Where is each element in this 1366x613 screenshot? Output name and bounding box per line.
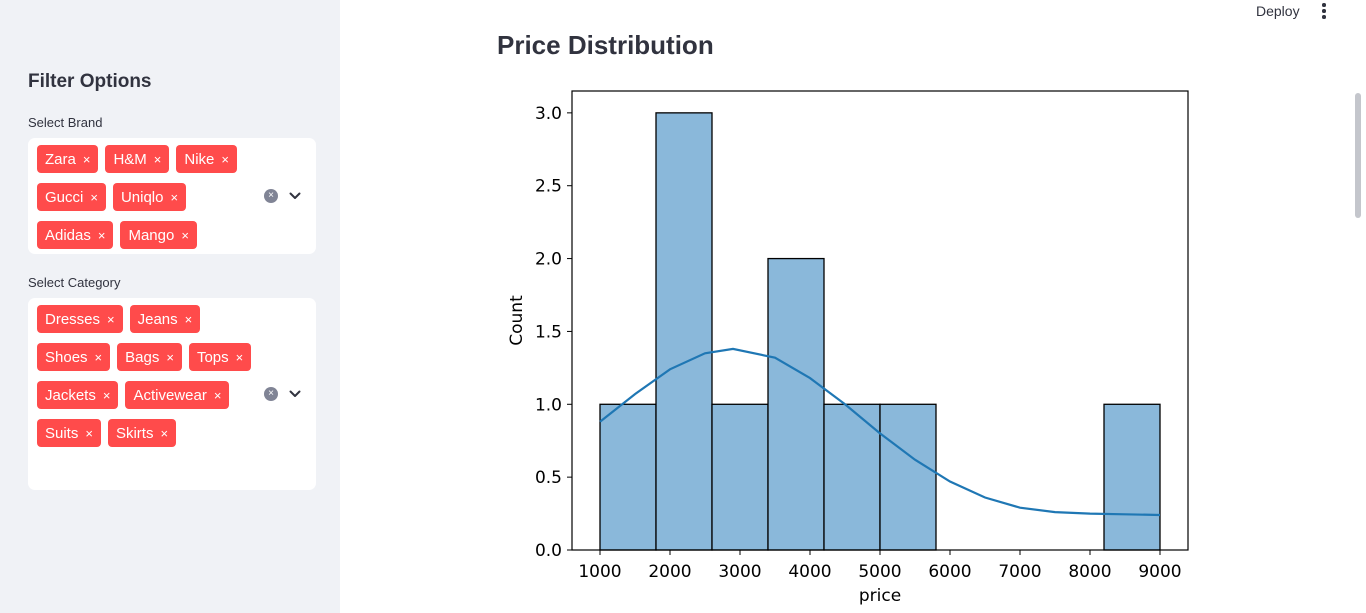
y-tick-label: 2.5: [535, 177, 562, 197]
kde-line: [599, 347, 1161, 517]
x-tick-label: 8000: [1068, 562, 1111, 582]
x-tick-label: 2000: [648, 562, 691, 582]
category-tag: Suits ×: [37, 419, 101, 447]
remove-tag-icon[interactable]: ×: [82, 151, 91, 167]
x-tick-label: 3000: [718, 562, 761, 582]
remove-tag-icon[interactable]: ×: [170, 189, 179, 205]
y-tick-label: 1.0: [535, 395, 562, 415]
chevron-down-icon[interactable]: [288, 387, 302, 401]
brand-tag: Nike ×: [176, 145, 237, 173]
tag-label: Dresses: [45, 310, 101, 328]
y-tick-label: 0.0: [535, 541, 562, 561]
x-tick-label: 9000: [1138, 562, 1181, 582]
brand-tag: Mango ×: [120, 221, 197, 249]
brand-filter-label: Select Brand: [28, 115, 103, 130]
remove-tag-icon[interactable]: ×: [85, 425, 93, 441]
category-tag: Bags ×: [117, 343, 182, 371]
page-title: Price Distribution: [497, 30, 714, 60]
remove-tag-icon[interactable]: ×: [90, 189, 98, 205]
brand-tag: Adidas ×: [37, 221, 114, 249]
brand-tag: Zara ×: [37, 145, 99, 173]
sidebar: Filter Options Select Brand Zara × H&M × N…: [0, 0, 340, 613]
tag-label: Gucci: [45, 188, 84, 206]
x-tick-label: 5000: [858, 562, 901, 582]
sidebar-title: Filter Options: [28, 71, 152, 92]
remove-tag-icon[interactable]: ×: [97, 227, 106, 243]
remove-tag-icon[interactable]: ×: [102, 387, 111, 403]
remove-tag-icon[interactable]: ×: [166, 349, 174, 365]
brand-tag: Uniqlo ×: [112, 183, 187, 211]
y-tick-label: 0.5: [535, 468, 562, 488]
tag-label: Jackets: [45, 386, 96, 404]
category-tag: Skirts ×: [107, 419, 177, 447]
histogram-bar: [767, 257, 825, 551]
histogram-bar: [879, 403, 937, 551]
y-tick-label: 2.0: [535, 250, 562, 270]
histogram-bar: [1103, 403, 1161, 551]
chevron-down-icon[interactable]: [288, 189, 302, 203]
tag-label: Bags: [125, 348, 160, 366]
histogram-bar: [823, 403, 881, 551]
tag-label: Mango: [128, 226, 175, 244]
tag-label: Suits: [45, 424, 79, 442]
category-tag: Jeans ×: [129, 305, 201, 333]
histogram-bar: [599, 403, 657, 551]
tag-label: Uniqlo: [120, 188, 164, 206]
y-tick-label: 3.0: [535, 104, 562, 124]
tag-label: Zara: [45, 150, 76, 168]
category-multiselect[interactable]: Dresses × Jeans × Shoes × Bags × Tops × Jacke…: [28, 298, 316, 490]
category-tag-list: Dresses × Jeans × Shoes × Bags × Tops × Jacke…: [37, 305, 262, 447]
histogram-bar: [711, 403, 769, 551]
remove-tag-icon[interactable]: ×: [221, 151, 229, 167]
category-filter-label: Select Category: [28, 275, 121, 290]
category-tag: Jackets ×: [37, 381, 119, 409]
more-options-icon[interactable]: [1316, 2, 1332, 20]
remove-tag-icon[interactable]: ×: [181, 227, 189, 243]
tag-label: H&M: [113, 150, 147, 168]
deploy-button[interactable]: Deploy: [1256, 3, 1300, 19]
scrollbar-thumb[interactable]: [1355, 93, 1361, 218]
category-tag: Tops ×: [188, 343, 252, 371]
tag-label: Nike: [184, 150, 215, 168]
category-tag: Dresses ×: [37, 305, 123, 333]
y-tick-label: 1.5: [535, 322, 562, 342]
remove-tag-icon[interactable]: ×: [213, 387, 222, 403]
x-tick-label: 4000: [788, 562, 831, 582]
tag-label: Adidas: [45, 226, 91, 244]
x-axis-label: price: [859, 586, 901, 606]
brand-multiselect[interactable]: Zara × H&M × Nike × Gucci × Uniqlo × Adidas × …: [28, 138, 316, 254]
x-tick-label: 7000: [998, 562, 1041, 582]
remove-tag-icon[interactable]: ×: [184, 311, 193, 327]
remove-tag-icon[interactable]: ×: [235, 349, 244, 365]
remove-tag-icon[interactable]: ×: [94, 349, 103, 365]
tag-label: Shoes: [45, 348, 88, 366]
brand-tag: Gucci ×: [37, 183, 106, 211]
tag-label: Activewear: [133, 386, 207, 404]
remove-tag-icon[interactable]: ×: [160, 425, 169, 441]
x-tick-label: 1000: [578, 562, 621, 582]
brand-tag-list: Zara × H&M × Nike × Gucci × Uniqlo × Adidas × …: [37, 145, 262, 249]
clear-all-icon[interactable]: ×: [264, 387, 278, 401]
histogram-bar: [655, 112, 713, 551]
category-tag: Activewear ×: [125, 381, 230, 409]
brand-tag: H&M ×: [105, 145, 170, 173]
x-tick-label: 6000: [928, 562, 971, 582]
remove-tag-icon[interactable]: ×: [107, 311, 115, 327]
price-histogram-chart: 1000 2000 3000 4000 5000 6000 7000 8000 9000 0.0 0…: [507, 90, 1189, 606]
tag-label: Skirts: [115, 424, 154, 442]
tag-label: Jeans: [137, 310, 178, 328]
y-axis-label: Count: [507, 295, 527, 346]
remove-tag-icon[interactable]: ×: [153, 151, 162, 167]
category-tag: Shoes ×: [37, 343, 111, 371]
tag-label: Tops: [196, 348, 229, 366]
clear-all-icon[interactable]: ×: [264, 189, 278, 203]
